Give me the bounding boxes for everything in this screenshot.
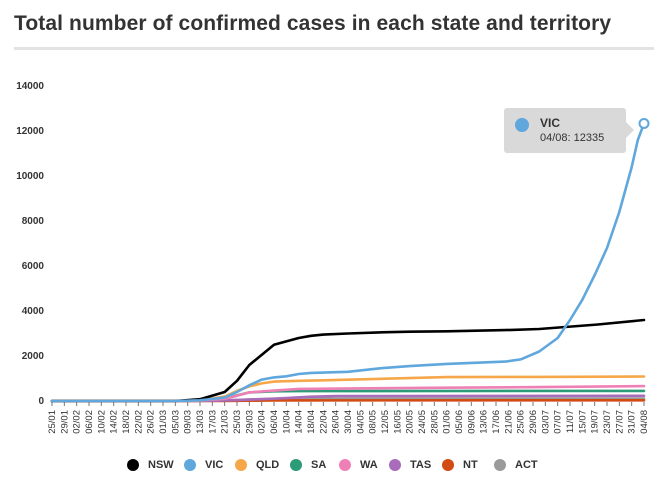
legend-item-sa[interactable]: SA [290, 456, 326, 474]
legend-item-wa[interactable]: WA [339, 456, 378, 474]
x-tick-label: 31/07 [627, 410, 638, 434]
x-tick-label: 05/03 [170, 410, 181, 434]
legend-dot-icon [127, 459, 139, 471]
legend-item-nt[interactable]: NT [442, 456, 478, 474]
legend-dot-icon [339, 459, 351, 471]
x-tick-label: 25/03 [232, 410, 243, 434]
legend-dot-icon [389, 459, 401, 471]
x-tick-label: 29/06 [528, 410, 539, 434]
y-tick-label: 8000 [22, 216, 45, 227]
x-tick-label: 21/03 [220, 410, 231, 434]
x-tick-label: 19/07 [590, 410, 601, 434]
x-tick-label: 02/04 [257, 410, 268, 434]
x-tick-label: 12/05 [380, 410, 391, 434]
x-tick-label: 30/04 [343, 410, 354, 434]
legend-dot-icon [494, 459, 506, 471]
x-tick-label: 20/05 [405, 410, 416, 434]
y-axis: 0 2000 4000 6000 8000 10000 12000 14000 [16, 81, 44, 407]
legend-dot-icon [290, 459, 302, 471]
x-tick-label: 29/03 [244, 410, 255, 434]
legend-label: NT [463, 459, 478, 471]
legend-dot-icon [235, 459, 247, 471]
x-tick-label: 05/06 [454, 410, 465, 434]
x-tick-label: 01/06 [442, 410, 453, 434]
x-tick-label: 21/06 [503, 410, 514, 434]
x-tick-label: 29/01 [59, 410, 70, 434]
x-tick-label: 04/08 [639, 410, 650, 434]
y-tick-label: 12000 [16, 126, 44, 137]
x-tick-label: 24/05 [417, 410, 428, 434]
x-tick-label: 28/05 [429, 410, 440, 434]
x-tick-label: 14/02 [109, 410, 120, 434]
tooltip-series-name: VIC [540, 116, 561, 130]
x-tick-label: 25/06 [516, 410, 527, 434]
x-tick-label: 06/04 [269, 410, 280, 434]
legend-item-nsw[interactable]: NSW [127, 456, 174, 474]
y-tick-label: 6000 [22, 261, 45, 272]
x-tick-label: 26/04 [331, 410, 342, 434]
legend-label: NSW [148, 459, 174, 471]
x-tick-label: 02/02 [72, 410, 83, 434]
series-line-vic [50, 122, 646, 403]
x-tick-label: 27/07 [614, 410, 625, 434]
legend-dot-icon [442, 459, 454, 471]
legend-dot-icon [184, 459, 196, 471]
x-tick-label: 15/07 [577, 410, 588, 434]
x-tick-label: 22/04 [318, 410, 329, 434]
x-tick-label: 07/07 [553, 410, 564, 434]
legend-label: WA [360, 459, 378, 471]
legend-label: ACT [515, 459, 538, 471]
tooltip-value: 04/08: 12335 [540, 132, 605, 144]
series-line-nsw [50, 318, 646, 403]
legend-item-qld[interactable]: QLD [235, 456, 279, 474]
x-tick-label: 03/07 [540, 410, 551, 434]
y-tick-label: 14000 [16, 81, 44, 92]
x-tick-label: 01/03 [158, 410, 169, 434]
x-tick-label: 11/07 [565, 410, 576, 433]
x-tick-label: 06/02 [84, 410, 95, 434]
tooltip-series-dot [515, 118, 529, 132]
x-tick-label: 26/02 [146, 410, 157, 434]
legend-label: VIC [205, 459, 224, 471]
x-tick-label: 18/04 [306, 410, 317, 434]
legend-item-tas[interactable]: TAS [389, 456, 431, 474]
x-tick-label: 14/04 [294, 410, 305, 434]
x-tick-label: 09/06 [466, 410, 477, 434]
title-divider [14, 47, 654, 50]
x-tick-label: 13/03 [195, 410, 206, 434]
tooltip: VIC 04/08: 12335 [504, 108, 634, 153]
legend: NSW VIC QLD SA WA TAS NT ACT [0, 456, 660, 474]
x-tick-label: 16/05 [392, 410, 403, 434]
legend-item-vic[interactable]: VIC [184, 456, 223, 474]
legend-label: SA [311, 459, 327, 471]
x-tick-label: 23/07 [602, 410, 613, 434]
x-axis: 25/01 29/01 02/02 06/02 10/02 14/02 18/02 22/02… [47, 402, 650, 434]
y-tick-label: 0 [38, 396, 44, 407]
x-tick-label: 22/02 [133, 410, 144, 434]
y-tick-label: 4000 [22, 306, 45, 317]
x-tick-label: 17/03 [207, 410, 218, 434]
x-tick-label: 25/01 [47, 410, 58, 434]
x-tick-label: 18/02 [121, 410, 132, 434]
x-tick-label: 04/05 [355, 410, 366, 434]
hover-marker [638, 117, 650, 129]
legend-label: TAS [410, 459, 432, 471]
x-tick-label: 17/06 [491, 410, 502, 434]
x-tick-label: 13/06 [479, 410, 490, 434]
series-lines [50, 122, 646, 403]
y-tick-label: 10000 [16, 171, 44, 182]
x-tick-label: 10/02 [96, 410, 107, 434]
hover-point-vic [638, 117, 650, 129]
x-tick-label: 10/04 [281, 410, 292, 434]
x-tick-label: 09/03 [183, 410, 194, 434]
y-tick-label: 2000 [22, 351, 45, 362]
legend-item-act[interactable]: ACT [494, 456, 538, 474]
chart-title: Total number of confirmed cases in each … [14, 12, 612, 35]
legend-label: QLD [256, 459, 280, 471]
x-tick-label: 08/05 [368, 410, 379, 434]
